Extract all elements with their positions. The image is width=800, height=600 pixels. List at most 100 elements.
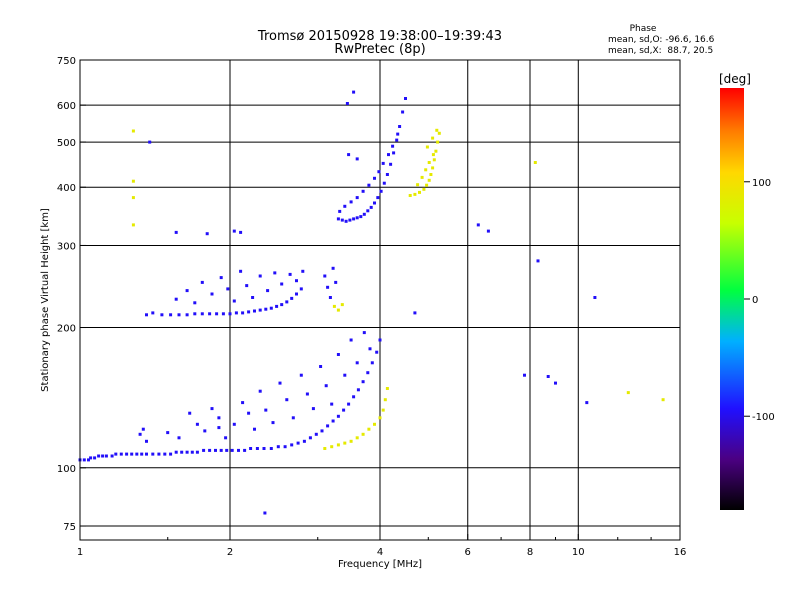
data-point — [243, 448, 247, 452]
y-tick-label: 100 — [57, 464, 76, 475]
data-point — [323, 274, 327, 278]
data-point — [264, 307, 268, 311]
y-tick-label: 600 — [57, 101, 76, 112]
data-point — [253, 427, 256, 431]
data-point — [626, 391, 630, 395]
data-point — [523, 373, 526, 377]
data-point — [219, 448, 223, 452]
data-point — [336, 217, 340, 221]
data-point — [119, 452, 123, 456]
grid-layer — [80, 60, 680, 540]
data-point — [418, 190, 421, 194]
data-point — [285, 300, 289, 304]
colorbar-label: [deg] — [719, 72, 751, 86]
data-point — [255, 447, 259, 450]
x-tick-label: 10 — [572, 547, 585, 558]
phase-line-x: mean, sd,X: 88.7, 20.5 — [608, 46, 713, 56]
data-point — [166, 431, 170, 435]
data-point — [110, 454, 114, 458]
data-point — [342, 408, 346, 412]
data-points — [78, 90, 665, 515]
data-point — [352, 395, 356, 399]
data-point — [404, 97, 407, 100]
data-point — [291, 416, 295, 420]
data-point — [382, 181, 386, 185]
data-point — [427, 161, 431, 164]
phase-line-o: mean, sd,O: -96.6, 16.6 — [608, 35, 715, 45]
data-point — [130, 452, 134, 456]
data-point — [160, 313, 164, 317]
data-point — [319, 365, 323, 368]
data-point — [326, 424, 330, 428]
data-point — [224, 436, 228, 440]
data-point — [344, 219, 348, 223]
data-point — [340, 303, 344, 307]
data-point — [210, 292, 214, 296]
data-point — [427, 178, 431, 182]
data-point — [429, 173, 433, 176]
data-point — [347, 153, 351, 157]
data-point — [151, 452, 155, 456]
data-point — [271, 421, 275, 425]
data-point — [174, 297, 178, 301]
data-point — [323, 447, 327, 450]
data-point — [424, 168, 428, 172]
data-point — [295, 292, 298, 296]
data-point — [262, 447, 266, 450]
data-point — [258, 308, 262, 312]
data-point — [299, 287, 303, 291]
data-point — [373, 176, 376, 180]
data-point — [425, 145, 429, 149]
data-point — [299, 373, 303, 377]
data-point — [345, 102, 349, 105]
data-point — [408, 194, 412, 197]
y-tick-label: 75 — [63, 522, 76, 533]
data-point — [361, 189, 365, 193]
data-point — [366, 371, 370, 375]
data-point — [546, 375, 550, 378]
colorbar-tick-label: 0 — [752, 295, 758, 306]
phase-heading: Phase — [630, 24, 657, 34]
data-point — [228, 312, 232, 316]
data-point — [145, 439, 148, 443]
data-point — [280, 282, 284, 286]
x-axis-label: Frequency [MHz] — [338, 559, 422, 570]
data-point — [425, 183, 429, 187]
data-point — [174, 450, 178, 454]
data-point — [340, 218, 344, 222]
y-tick-label: 400 — [57, 183, 76, 194]
data-point — [185, 313, 189, 317]
data-point — [343, 373, 347, 377]
data-point — [131, 179, 135, 183]
data-point — [269, 447, 273, 450]
data-point — [328, 296, 332, 299]
data-point — [379, 189, 383, 193]
data-point — [338, 209, 342, 213]
data-point — [336, 414, 340, 418]
data-point — [114, 452, 118, 456]
data-point — [305, 392, 309, 396]
data-point — [140, 452, 144, 456]
data-point — [131, 223, 135, 227]
data-point — [232, 299, 236, 303]
data-point — [392, 151, 396, 155]
data-point — [273, 271, 277, 275]
data-point — [275, 304, 279, 308]
data-point — [435, 128, 439, 132]
data-point — [431, 153, 435, 157]
data-point — [385, 173, 389, 176]
data-point — [378, 338, 382, 342]
data-point — [436, 140, 440, 144]
data-point — [174, 230, 178, 234]
data-point — [331, 419, 335, 423]
x-tick-label: 2 — [227, 547, 233, 558]
data-point — [151, 311, 155, 315]
data-point — [226, 287, 230, 291]
data-point — [554, 381, 557, 385]
data-point — [326, 285, 330, 289]
y-axis-label: Stationary phase Virtual Height [km] — [40, 208, 51, 392]
data-point — [208, 448, 212, 452]
data-point — [362, 331, 366, 335]
data-point — [373, 422, 376, 426]
